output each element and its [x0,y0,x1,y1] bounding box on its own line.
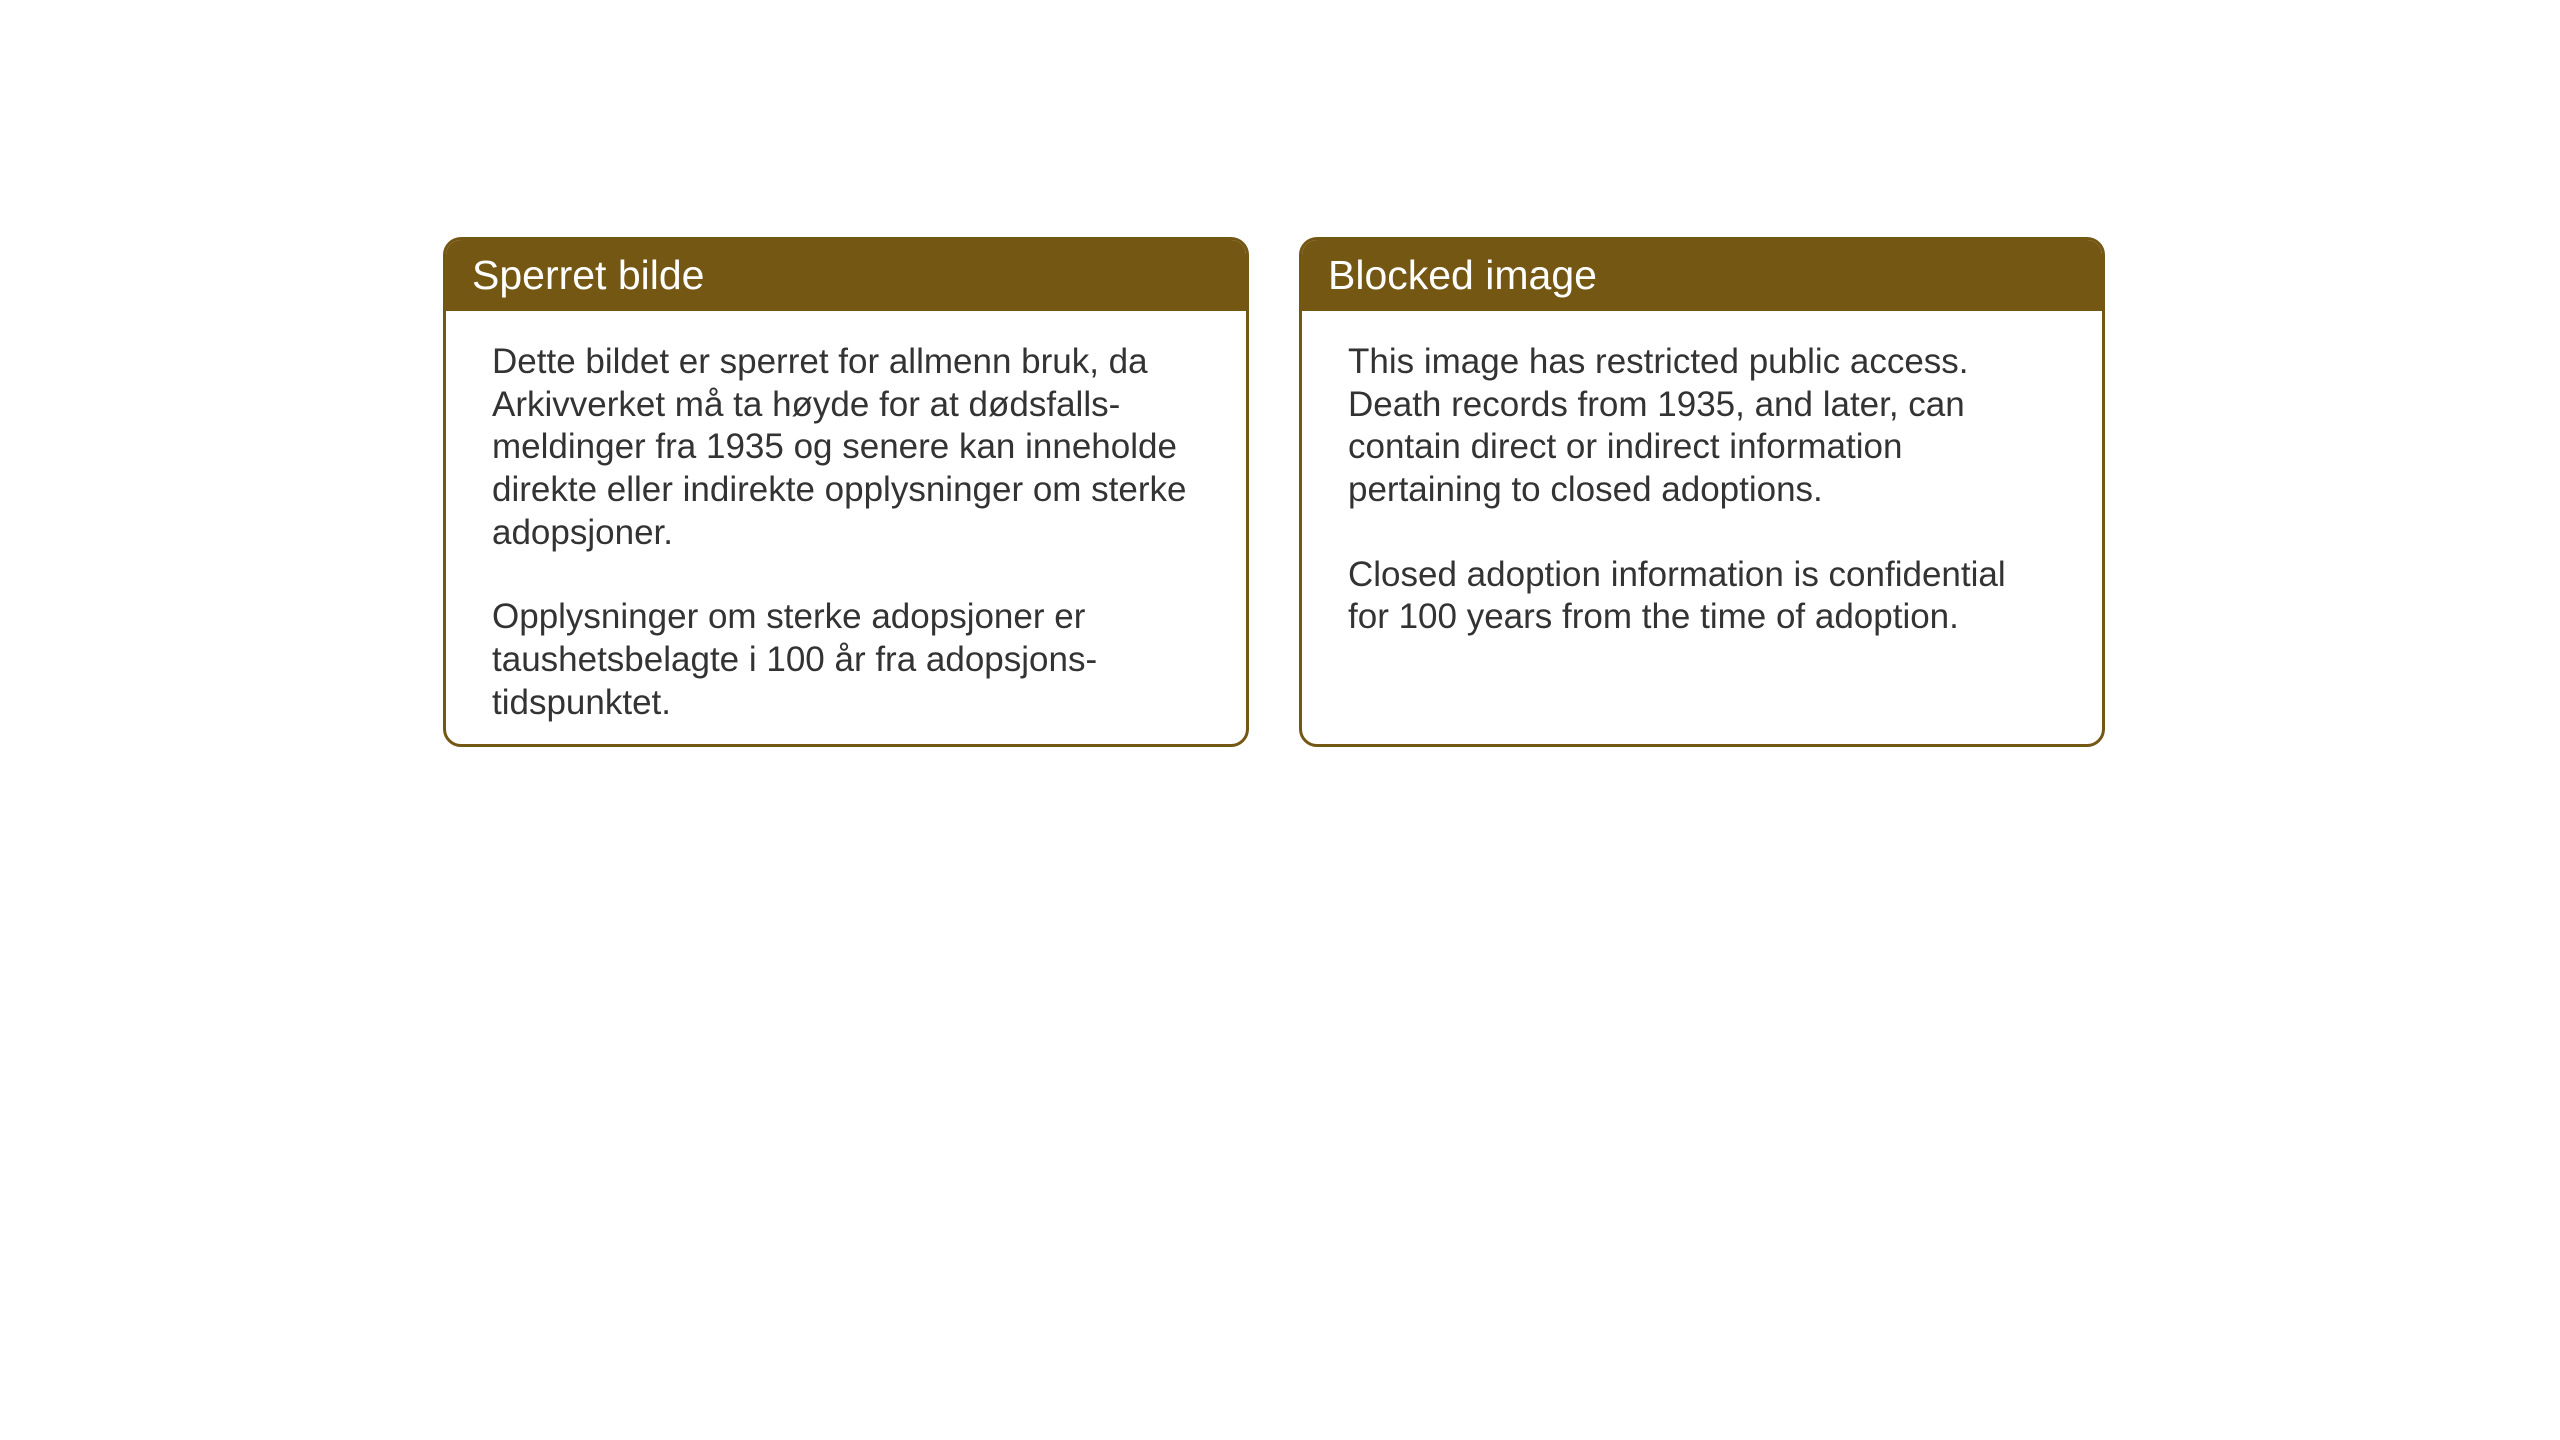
notice-container: Sperret bilde Dette bildet er sperret fo… [0,0,2560,747]
card-header-norwegian: Sperret bilde [446,240,1246,311]
card-header-english: Blocked image [1302,240,2102,311]
card-title-english: Blocked image [1328,252,1597,298]
card-body-english: This image has restricted public access.… [1302,311,2102,669]
card-paragraph-2-english: Closed adoption information is confident… [1348,554,2056,639]
card-body-norwegian: Dette bildet er sperret for allmenn bruk… [446,311,1246,747]
card-paragraph-1-norwegian: Dette bildet er sperret for allmenn bruk… [492,341,1200,554]
card-title-norwegian: Sperret bilde [472,252,704,298]
card-paragraph-1-english: This image has restricted public access.… [1348,341,2056,512]
notice-card-norwegian: Sperret bilde Dette bildet er sperret fo… [443,237,1249,747]
notice-card-english: Blocked image This image has restricted … [1299,237,2105,747]
card-paragraph-2-norwegian: Opplysninger om sterke adopsjoner er tau… [492,596,1200,724]
